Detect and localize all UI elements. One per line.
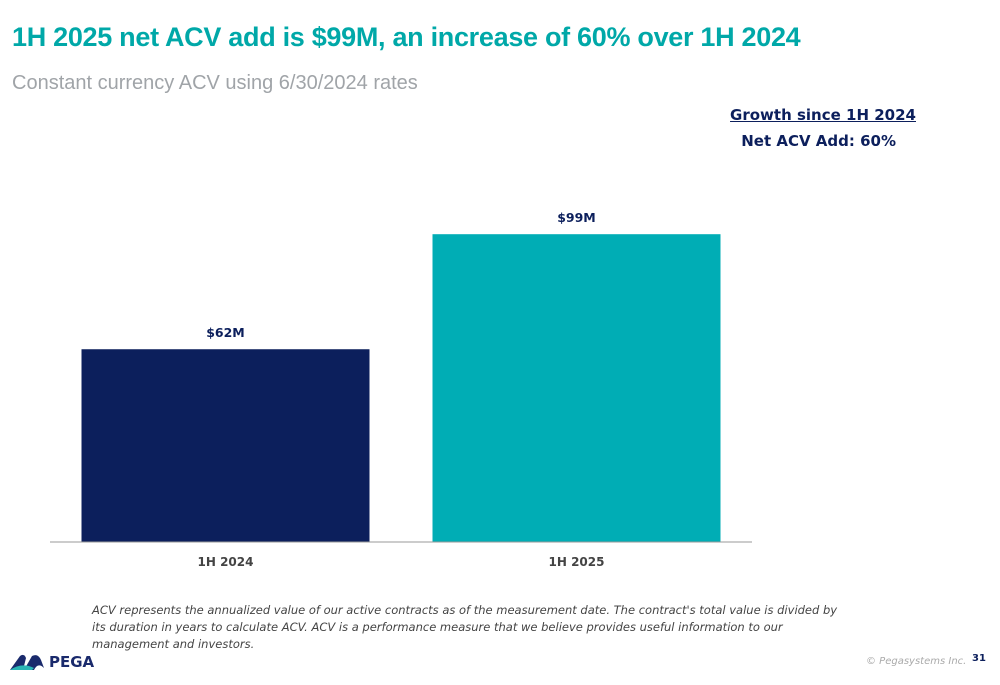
growth-callout: Growth since 1H 2024 Net ACV Add: 60% <box>730 106 916 150</box>
subtitle: Constant currency ACV using 6/30/2024 ra… <box>12 72 418 94</box>
growth-value: Net ACV Add: 60% <box>741 132 896 150</box>
x-tick-label: 1H 2024 <box>198 555 254 569</box>
logo-text: PEGA <box>49 653 95 671</box>
x-tick-label: 1H 2025 <box>549 555 605 569</box>
footnote: ACV represents the annualized value of o… <box>92 603 838 651</box>
copyright: © Pegasystems Inc. <box>866 656 967 667</box>
data-label: $62M <box>206 325 245 340</box>
page-title: 1H 2025 net ACV add is $99M, an increase… <box>12 22 801 52</box>
bar-1h-2024 <box>81 349 370 542</box>
bar-1h-2025 <box>432 234 721 542</box>
growth-heading: Growth since 1H 2024 <box>730 106 916 124</box>
data-label: $99M <box>557 210 596 225</box>
page-number: 31 <box>972 653 986 664</box>
pega-logo-icon <box>10 654 44 670</box>
pega-logo: PEGA <box>8 652 94 672</box>
